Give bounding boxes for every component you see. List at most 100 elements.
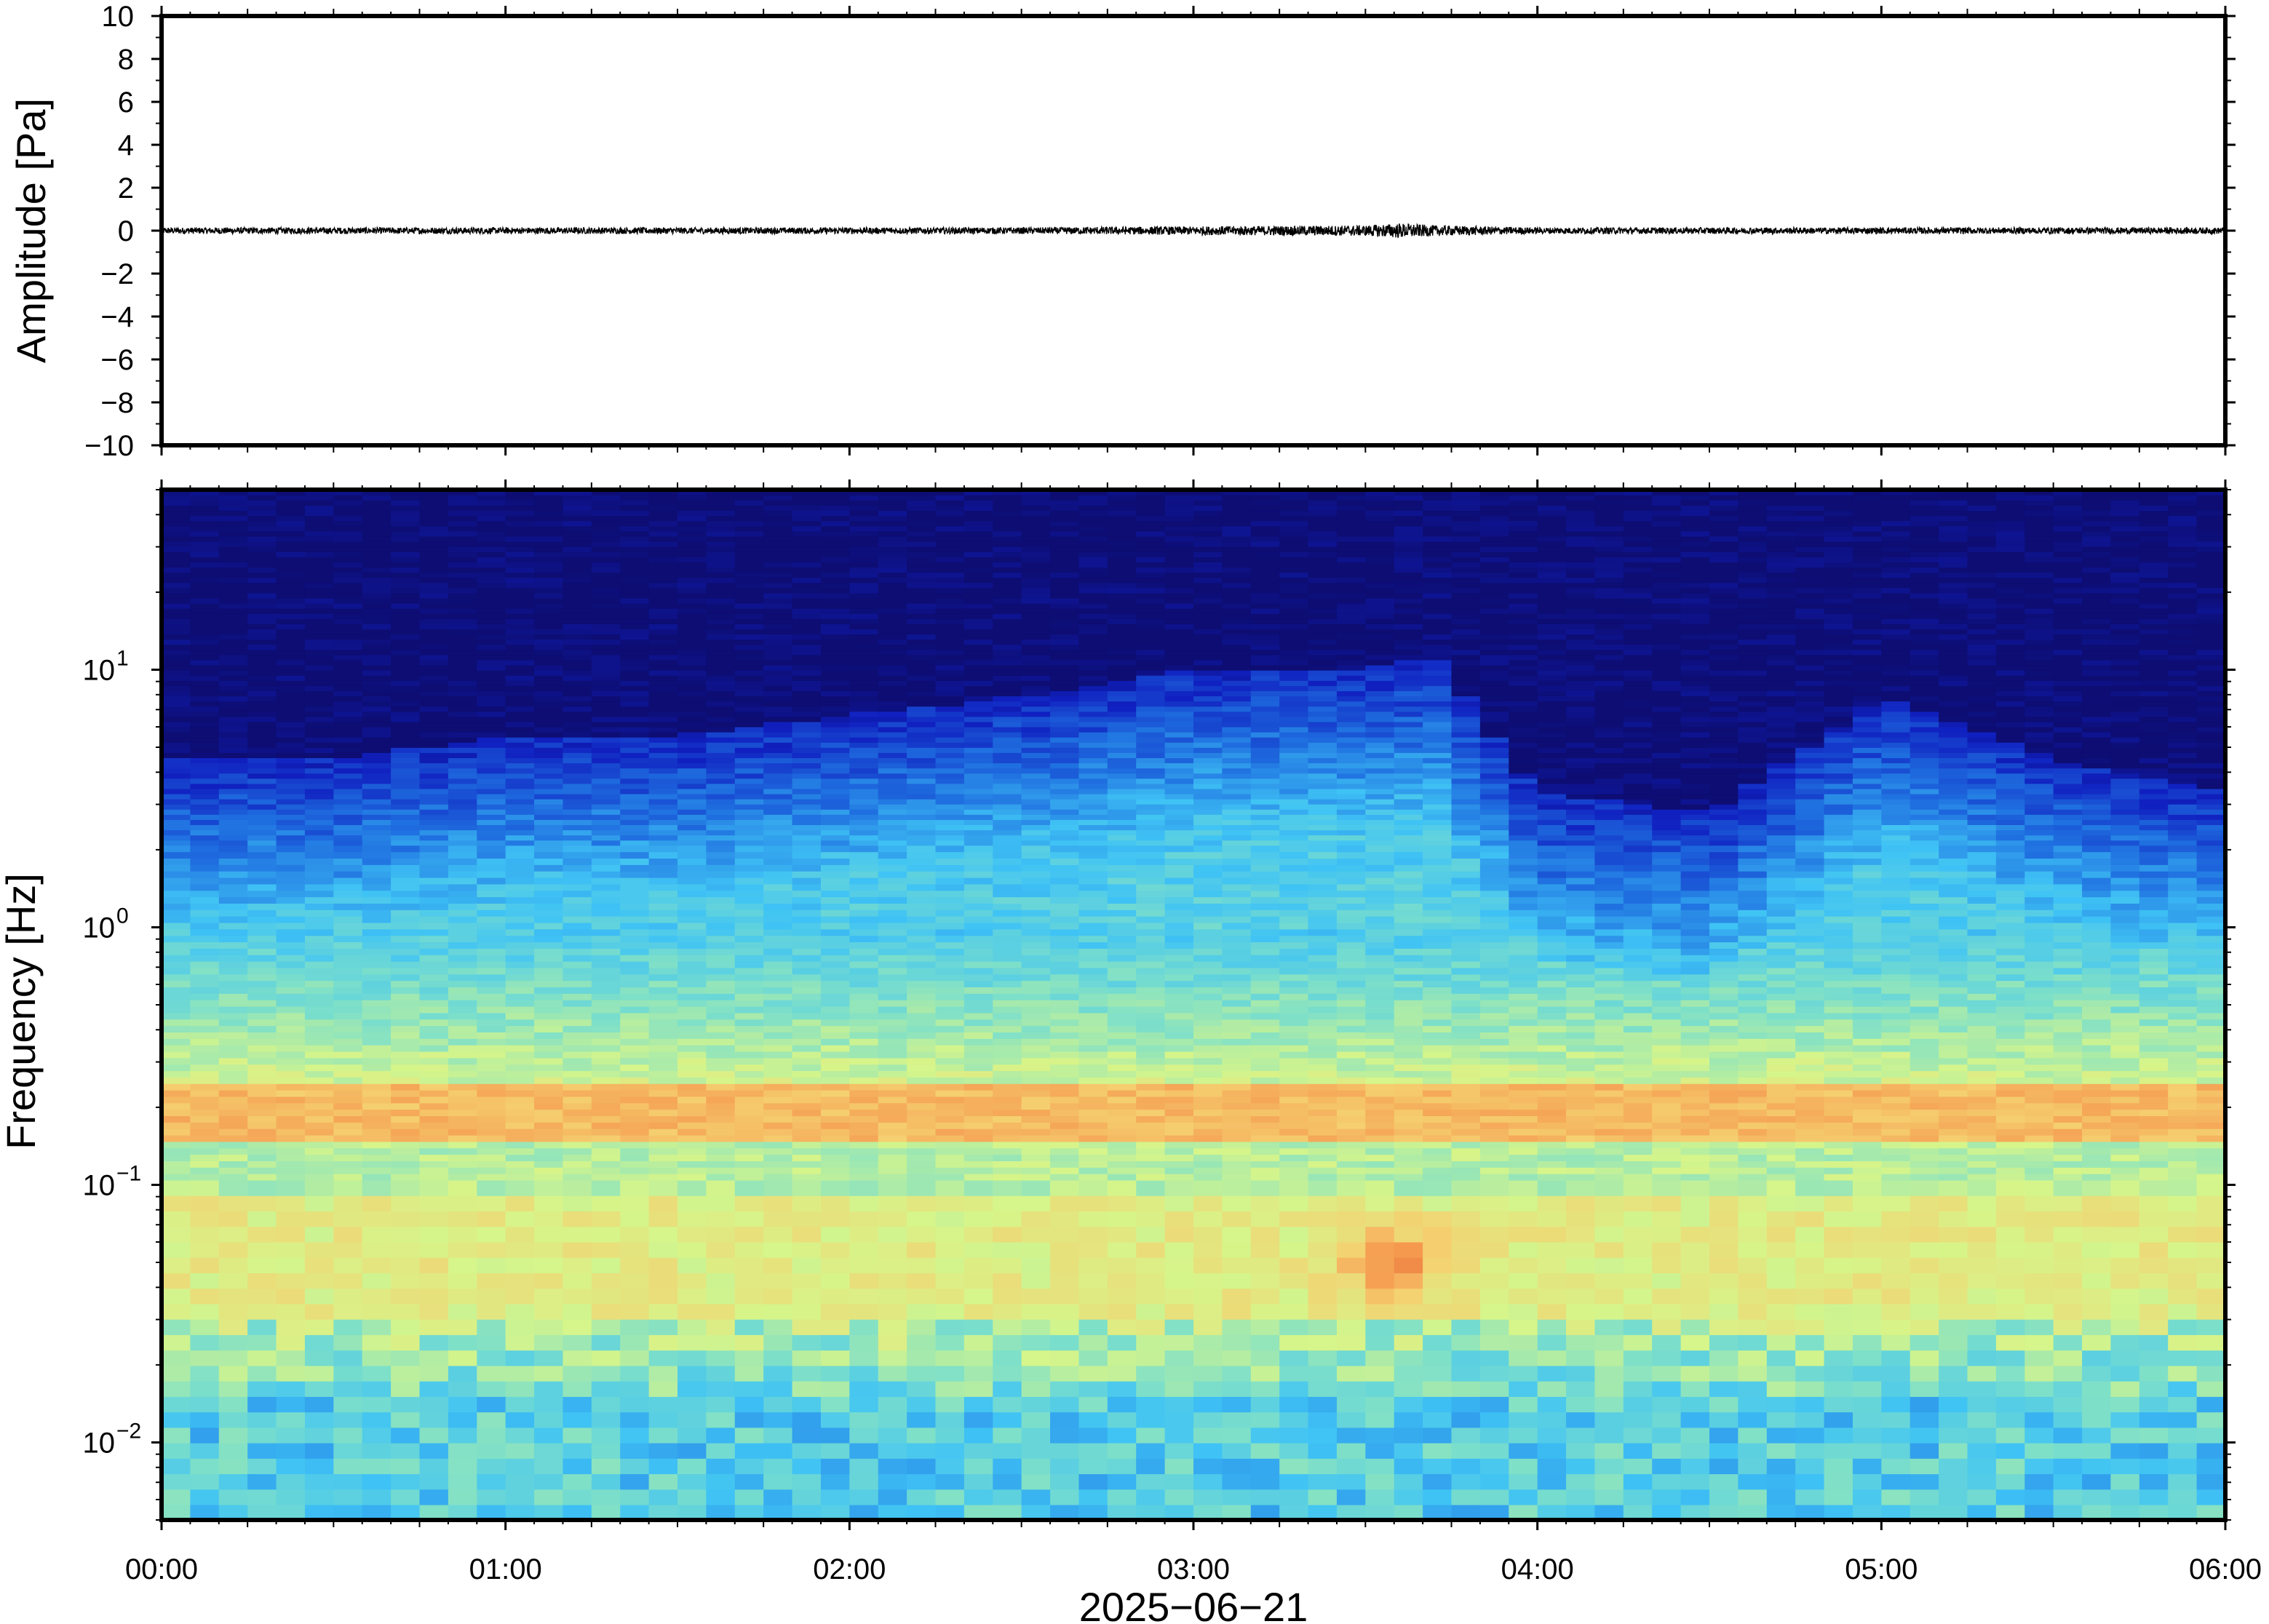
spectrogram-cell bbox=[1021, 1380, 1051, 1397]
spectrogram-cell bbox=[419, 1019, 449, 1027]
spectrogram-cell bbox=[247, 960, 277, 968]
spectrogram-cell bbox=[907, 515, 937, 522]
spectrogram-cell bbox=[878, 1167, 907, 1174]
spectrogram-cell bbox=[763, 520, 793, 527]
spectrogram-cell bbox=[963, 903, 994, 910]
spectrogram-cell bbox=[534, 909, 564, 917]
spectrogram-cell bbox=[505, 999, 535, 1007]
spectrogram-cell bbox=[448, 731, 478, 738]
spectrogram-cell bbox=[505, 659, 535, 666]
spectrogram-cell bbox=[1021, 999, 1051, 1007]
spectrogram-cell bbox=[505, 1122, 535, 1129]
spectrogram-cell bbox=[706, 987, 736, 994]
spectrogram-cell bbox=[362, 674, 392, 681]
spectrogram-cell bbox=[591, 654, 621, 661]
spectrogram-cell bbox=[763, 1038, 793, 1046]
spectrogram-cell bbox=[849, 490, 879, 495]
spectrogram-cell bbox=[935, 1458, 965, 1475]
spectrogram-cell bbox=[1050, 664, 1080, 671]
spectrogram-cell bbox=[963, 999, 994, 1007]
spectrogram-cell bbox=[1021, 1195, 1051, 1211]
spectrogram-cell bbox=[247, 896, 277, 904]
spectrogram-cell bbox=[820, 1064, 851, 1072]
spectrogram-cell bbox=[620, 1489, 650, 1505]
spectrogram-cell bbox=[620, 773, 650, 779]
spectrogram-cell bbox=[706, 731, 736, 738]
spectrogram-cell bbox=[505, 864, 535, 872]
spectrogram-cell bbox=[534, 1350, 564, 1366]
spectrogram-cell bbox=[505, 1473, 535, 1490]
spectrogram-cell bbox=[304, 674, 335, 681]
spectrogram-cell bbox=[505, 597, 535, 604]
spectrogram-cell bbox=[820, 783, 851, 789]
spectrogram-cell bbox=[677, 814, 707, 820]
spectrogram-cell bbox=[993, 618, 1022, 624]
spectrogram-cell bbox=[477, 752, 506, 758]
spectrogram-cell bbox=[276, 960, 306, 968]
spectrogram-cell bbox=[935, 649, 965, 656]
spectrogram-cell bbox=[477, 618, 506, 624]
spectrogram-cell bbox=[563, 915, 592, 923]
spectrogram-cell bbox=[677, 1006, 707, 1014]
spectrogram-cell bbox=[677, 1083, 707, 1091]
spectrogram-cell bbox=[477, 935, 506, 943]
spectrogram-cell bbox=[218, 1167, 248, 1174]
spectrogram-cell bbox=[391, 597, 421, 604]
spectrogram-cell bbox=[190, 1334, 220, 1351]
spectrogram-cell bbox=[534, 567, 564, 573]
spectrogram-cell bbox=[190, 551, 220, 557]
spectrogram-cell bbox=[734, 577, 764, 584]
spectrogram-cell bbox=[792, 1241, 822, 1258]
spectrogram-cell bbox=[1050, 1504, 1080, 1521]
spectrogram-cell bbox=[907, 1380, 937, 1397]
spectrogram-cell bbox=[1107, 1102, 1137, 1110]
spectrogram-cell bbox=[362, 629, 392, 635]
spectrogram-cell bbox=[935, 948, 965, 955]
spectrogram-cell bbox=[333, 1077, 363, 1084]
spectrogram-cell bbox=[1050, 793, 1080, 800]
spectrogram-cell bbox=[620, 1241, 650, 1258]
spectrogram-cell bbox=[849, 1273, 879, 1289]
spectrogram-cell bbox=[878, 928, 907, 936]
spectrogram-cell bbox=[162, 1318, 191, 1335]
spectrogram-cell bbox=[706, 1032, 736, 1039]
spectrogram-cell bbox=[849, 530, 879, 537]
spectrogram-cell bbox=[419, 788, 449, 795]
spectrogram-cell bbox=[505, 562, 535, 568]
spectrogram-cell bbox=[333, 954, 363, 962]
spectrogram-cell bbox=[162, 1038, 191, 1046]
spectrogram-cell bbox=[763, 644, 793, 650]
spectrogram-cell bbox=[419, 731, 449, 738]
spectrogram-cell bbox=[763, 541, 793, 547]
spectrogram-cell bbox=[276, 773, 306, 779]
spectrogram-cell bbox=[1107, 1241, 1137, 1258]
spectrogram-cell bbox=[648, 530, 678, 537]
spectrogram-cell bbox=[534, 515, 564, 522]
spectrogram-cell bbox=[162, 1115, 191, 1123]
spectrogram-cell bbox=[1078, 495, 1108, 501]
spectrogram-cell bbox=[1050, 858, 1080, 865]
spectrogram-cell bbox=[763, 1273, 793, 1289]
spectrogram-cell bbox=[1050, 870, 1080, 878]
spectrogram-cell bbox=[763, 752, 793, 758]
spectrogram-cell bbox=[648, 1458, 678, 1475]
spectrogram-cell bbox=[448, 915, 478, 923]
spectrogram-cell bbox=[333, 644, 363, 650]
spectrogram-cell bbox=[1078, 1412, 1108, 1428]
spectrogram-cell bbox=[162, 747, 191, 753]
spectrogram-cell bbox=[820, 546, 851, 552]
spectrogram-cell bbox=[534, 1365, 564, 1382]
spectrogram-cell bbox=[419, 1350, 449, 1366]
spectrogram-cell bbox=[648, 1115, 678, 1123]
spectrogram-cell bbox=[477, 597, 506, 604]
spectrogram-cell bbox=[1021, 980, 1051, 988]
spectrogram-cell bbox=[419, 1195, 449, 1211]
spectrogram-cell bbox=[304, 1179, 335, 1196]
spectrogram-cell bbox=[734, 922, 764, 930]
spectrogram-cell bbox=[276, 1365, 306, 1382]
spectrogram-cell bbox=[534, 1141, 564, 1149]
spectrogram-cell bbox=[448, 624, 478, 629]
spectrogram-cell bbox=[620, 793, 650, 800]
spectrogram-cell bbox=[878, 1051, 907, 1059]
